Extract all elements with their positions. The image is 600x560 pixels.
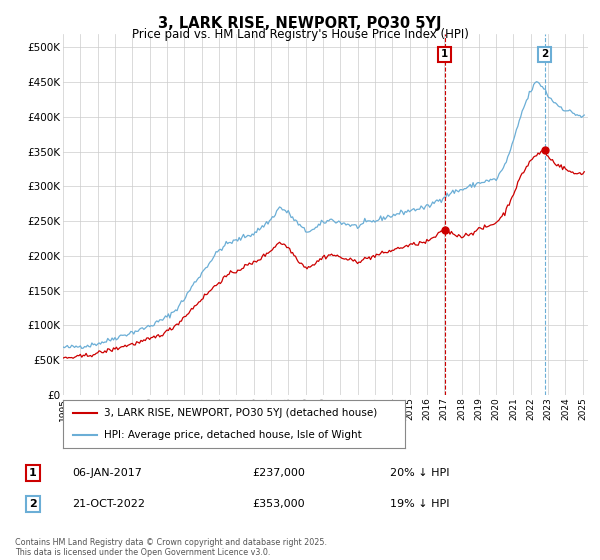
Text: 3, LARK RISE, NEWPORT, PO30 5YJ: 3, LARK RISE, NEWPORT, PO30 5YJ xyxy=(158,16,442,31)
Text: 2: 2 xyxy=(29,499,37,509)
Text: 1: 1 xyxy=(29,468,37,478)
Text: £353,000: £353,000 xyxy=(252,499,305,509)
Text: 3, LARK RISE, NEWPORT, PO30 5YJ (detached house): 3, LARK RISE, NEWPORT, PO30 5YJ (detache… xyxy=(104,408,377,418)
Text: 2: 2 xyxy=(541,49,548,59)
Text: 21-OCT-2022: 21-OCT-2022 xyxy=(72,499,145,509)
Text: 20% ↓ HPI: 20% ↓ HPI xyxy=(390,468,449,478)
Text: 06-JAN-2017: 06-JAN-2017 xyxy=(72,468,142,478)
Text: £237,000: £237,000 xyxy=(252,468,305,478)
Text: Contains HM Land Registry data © Crown copyright and database right 2025.
This d: Contains HM Land Registry data © Crown c… xyxy=(15,538,327,557)
Text: HPI: Average price, detached house, Isle of Wight: HPI: Average price, detached house, Isle… xyxy=(104,430,362,440)
Text: Price paid vs. HM Land Registry's House Price Index (HPI): Price paid vs. HM Land Registry's House … xyxy=(131,28,469,41)
Text: 1: 1 xyxy=(441,49,448,59)
Text: 19% ↓ HPI: 19% ↓ HPI xyxy=(390,499,449,509)
